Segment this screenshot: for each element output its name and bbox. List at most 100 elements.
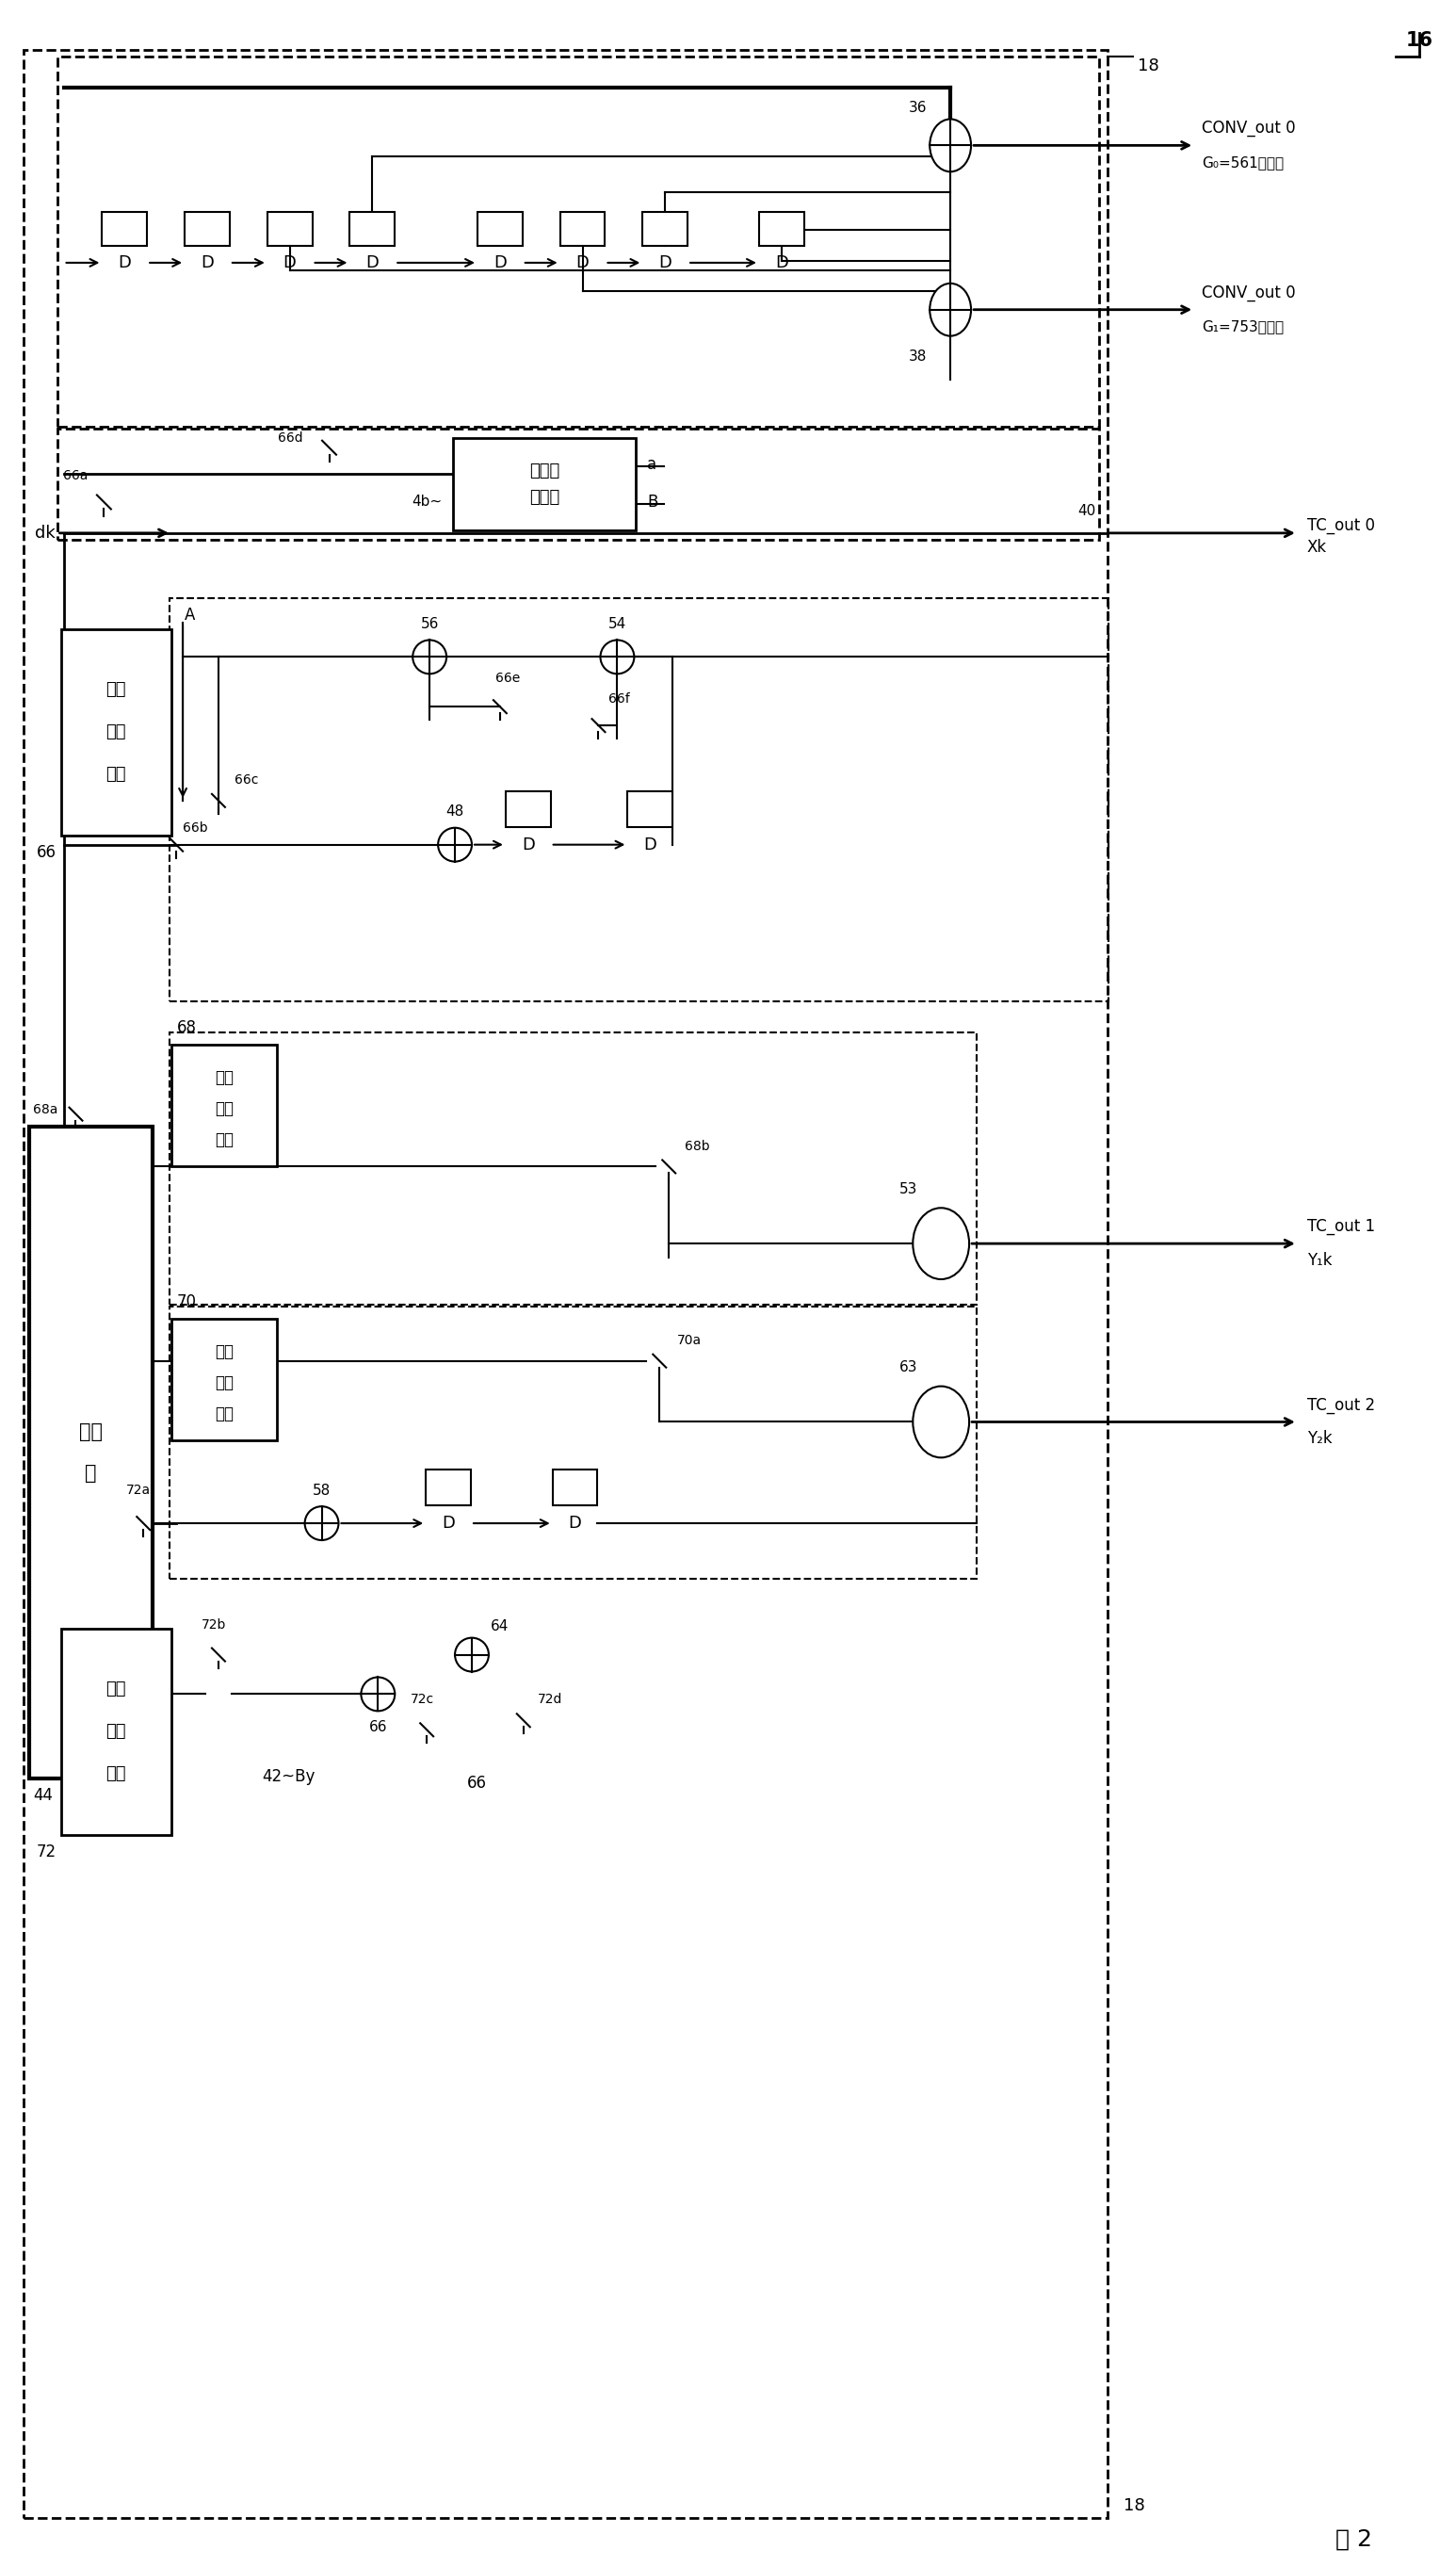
Text: 72: 72	[36, 1842, 57, 1860]
Text: 器控: 器控	[106, 724, 127, 742]
Circle shape	[600, 639, 635, 675]
Text: D: D	[284, 254, 297, 272]
Text: A: A	[185, 606, 195, 624]
Text: 68a: 68a	[33, 1103, 58, 1116]
Bar	[23, 49, 1107, 2517]
Bar	[453, 439, 636, 531]
Text: D: D	[644, 837, 657, 852]
Circle shape	[304, 1506, 339, 1540]
Text: D: D	[521, 837, 534, 852]
Text: 产生器: 产生器	[530, 490, 559, 506]
Text: 制器: 制器	[214, 1406, 233, 1422]
Text: G₀=561八进制: G₀=561八进制	[1201, 154, 1284, 169]
Bar	[57, 429, 1099, 539]
Text: 53: 53	[898, 1183, 917, 1196]
Text: 54: 54	[609, 616, 626, 631]
Text: 34b: 34b	[195, 223, 220, 239]
Bar	[478, 213, 523, 246]
Ellipse shape	[930, 282, 971, 336]
Text: D: D	[775, 254, 788, 272]
Text: D: D	[441, 1514, 454, 1532]
Ellipse shape	[913, 1209, 970, 1280]
Bar	[268, 213, 312, 246]
Text: 50: 50	[518, 806, 537, 819]
Text: 72c: 72c	[411, 1694, 434, 1706]
Text: 34c: 34c	[278, 223, 301, 239]
Text: 52: 52	[641, 806, 660, 819]
Text: 34h: 34h	[769, 223, 794, 239]
Text: 制器: 制器	[106, 765, 127, 783]
Text: CONV_out 0: CONV_out 0	[1201, 121, 1296, 136]
Text: 68: 68	[176, 1019, 197, 1037]
Text: 64: 64	[491, 1619, 510, 1635]
Text: 62: 62	[566, 1483, 584, 1499]
Text: 34g: 34g	[652, 223, 677, 239]
Text: a: a	[648, 457, 657, 472]
Ellipse shape	[930, 118, 971, 172]
Text: 66c: 66c	[234, 772, 259, 788]
Bar	[552, 1470, 597, 1506]
Bar	[170, 1032, 977, 1304]
Text: 63: 63	[898, 1360, 917, 1375]
Text: 44: 44	[33, 1786, 54, 1804]
Text: 34a: 34a	[112, 223, 137, 239]
Text: 66b: 66b	[182, 821, 208, 834]
Text: TC_out 2: TC_out 2	[1307, 1396, 1374, 1414]
Text: 切换: 切换	[106, 683, 127, 698]
Bar	[759, 213, 804, 246]
Text: 34f: 34f	[572, 223, 593, 239]
Text: 36: 36	[909, 100, 926, 115]
Text: Y₂k: Y₂k	[1307, 1429, 1332, 1447]
Circle shape	[454, 1637, 489, 1670]
Bar	[349, 213, 395, 246]
Bar	[561, 213, 606, 246]
Text: 34e: 34e	[488, 223, 513, 239]
Text: 42~By: 42~By	[262, 1768, 316, 1786]
Text: 38: 38	[909, 349, 926, 364]
Circle shape	[361, 1678, 395, 1712]
Bar	[170, 598, 1108, 1001]
Text: TC_out 1: TC_out 1	[1307, 1219, 1374, 1234]
Text: CONV_out 0: CONV_out 0	[1201, 285, 1296, 300]
Text: 68b: 68b	[684, 1139, 709, 1152]
Text: 72d: 72d	[537, 1694, 562, 1706]
Text: 70: 70	[176, 1293, 197, 1311]
Text: 40: 40	[1077, 506, 1095, 518]
Bar	[425, 1470, 470, 1506]
Text: D: D	[494, 254, 507, 272]
Text: 70a: 70a	[677, 1334, 702, 1347]
Bar	[57, 56, 1099, 426]
Text: 66d: 66d	[278, 431, 303, 444]
Text: 48: 48	[446, 806, 464, 819]
Bar	[61, 629, 172, 837]
Text: 器控: 器控	[106, 1724, 127, 1740]
Text: dk: dk	[35, 523, 55, 541]
Bar	[102, 213, 147, 246]
Text: 16: 16	[1406, 31, 1433, 49]
Text: D: D	[658, 254, 671, 272]
Text: D: D	[201, 254, 214, 272]
Text: 器控: 器控	[214, 1101, 233, 1116]
Text: 66: 66	[466, 1776, 486, 1791]
Text: 18: 18	[1124, 2497, 1146, 2515]
Text: 器: 器	[84, 1463, 96, 1483]
Text: 切换: 切换	[214, 1342, 233, 1360]
Bar	[172, 1044, 277, 1168]
Text: 72a: 72a	[127, 1483, 151, 1496]
Text: 18: 18	[1139, 56, 1159, 74]
Text: D: D	[118, 254, 131, 272]
Circle shape	[412, 639, 447, 675]
Text: 制器: 制器	[106, 1765, 127, 1783]
Bar	[172, 1319, 277, 1440]
Text: G₁=753八进制: G₁=753八进制	[1201, 321, 1284, 334]
Text: 66f: 66f	[609, 693, 630, 706]
Bar	[642, 213, 687, 246]
Bar	[61, 1629, 172, 1835]
Text: 4b~: 4b~	[412, 495, 441, 508]
Text: 66a: 66a	[64, 470, 89, 482]
Text: 60: 60	[440, 1483, 457, 1499]
Text: 切换: 切换	[106, 1681, 127, 1699]
Text: 66: 66	[36, 844, 57, 860]
Bar	[29, 1126, 153, 1778]
Text: 58: 58	[313, 1483, 331, 1499]
